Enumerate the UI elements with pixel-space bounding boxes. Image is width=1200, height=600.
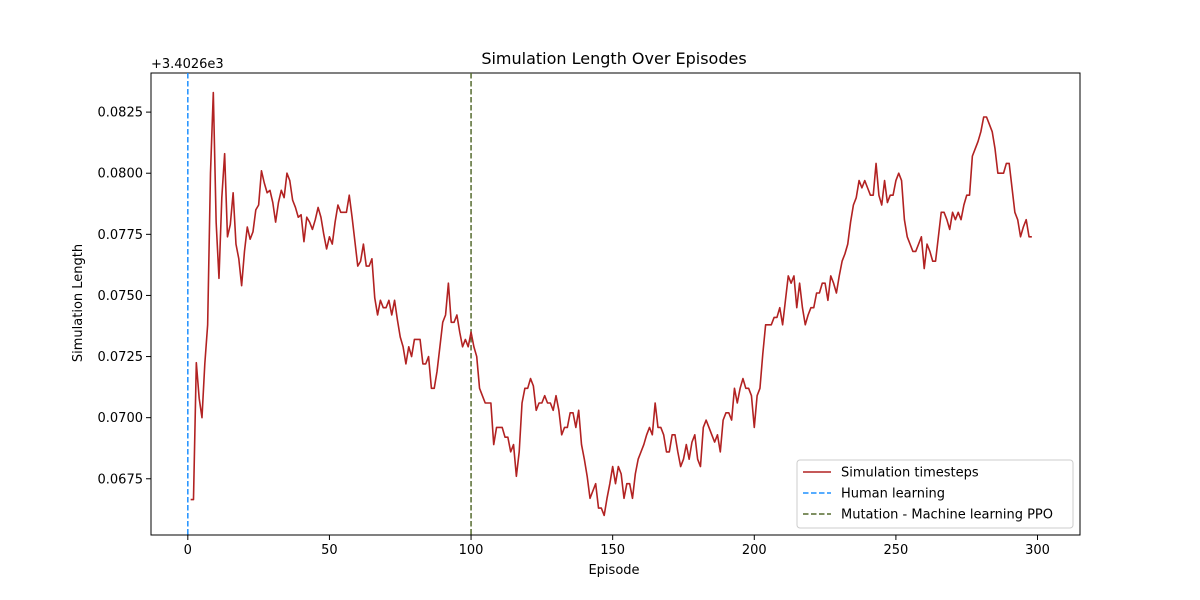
y-tick-label: 0.0825 [98,106,144,121]
x-axis-label: Episode [588,563,639,578]
x-tick-label: 100 [459,543,484,558]
y-offset-label: +3.4026e3 [151,57,224,72]
y-tick-label: 0.0775 [98,228,144,243]
chart-title: Simulation Length Over Episodes [481,49,746,68]
y-tick-label: 0.0750 [98,289,144,304]
y-tick-label: 0.0700 [98,411,144,426]
x-tick-label: 300 [1025,543,1050,558]
x-tick-label: 150 [600,543,625,558]
y-axis-label: Simulation Length [71,244,86,362]
legend-entry: Mutation - Machine learning PPO [841,508,1053,523]
axes-frame [150,72,1081,536]
plot-area: 0 50 100 150 200 250 300 0.0675 0.0700 0.0725 0.07… [98,72,1081,558]
y-tick-label: 0.0675 [98,472,144,487]
y-tick-label: 0.0725 [98,350,144,365]
legend-entry: Simulation timesteps [841,466,979,481]
x-tick-label: 50 [321,543,338,558]
x-tick-label: 0 [184,543,192,558]
legend-box [796,459,1074,529]
legend-entry: Human learning [841,487,945,502]
y-tick-label: 0.0800 [98,167,144,182]
simulation-timesteps-line [190,91,1032,517]
x-tick-label: 250 [883,543,908,558]
x-tick-label: 200 [742,543,767,558]
